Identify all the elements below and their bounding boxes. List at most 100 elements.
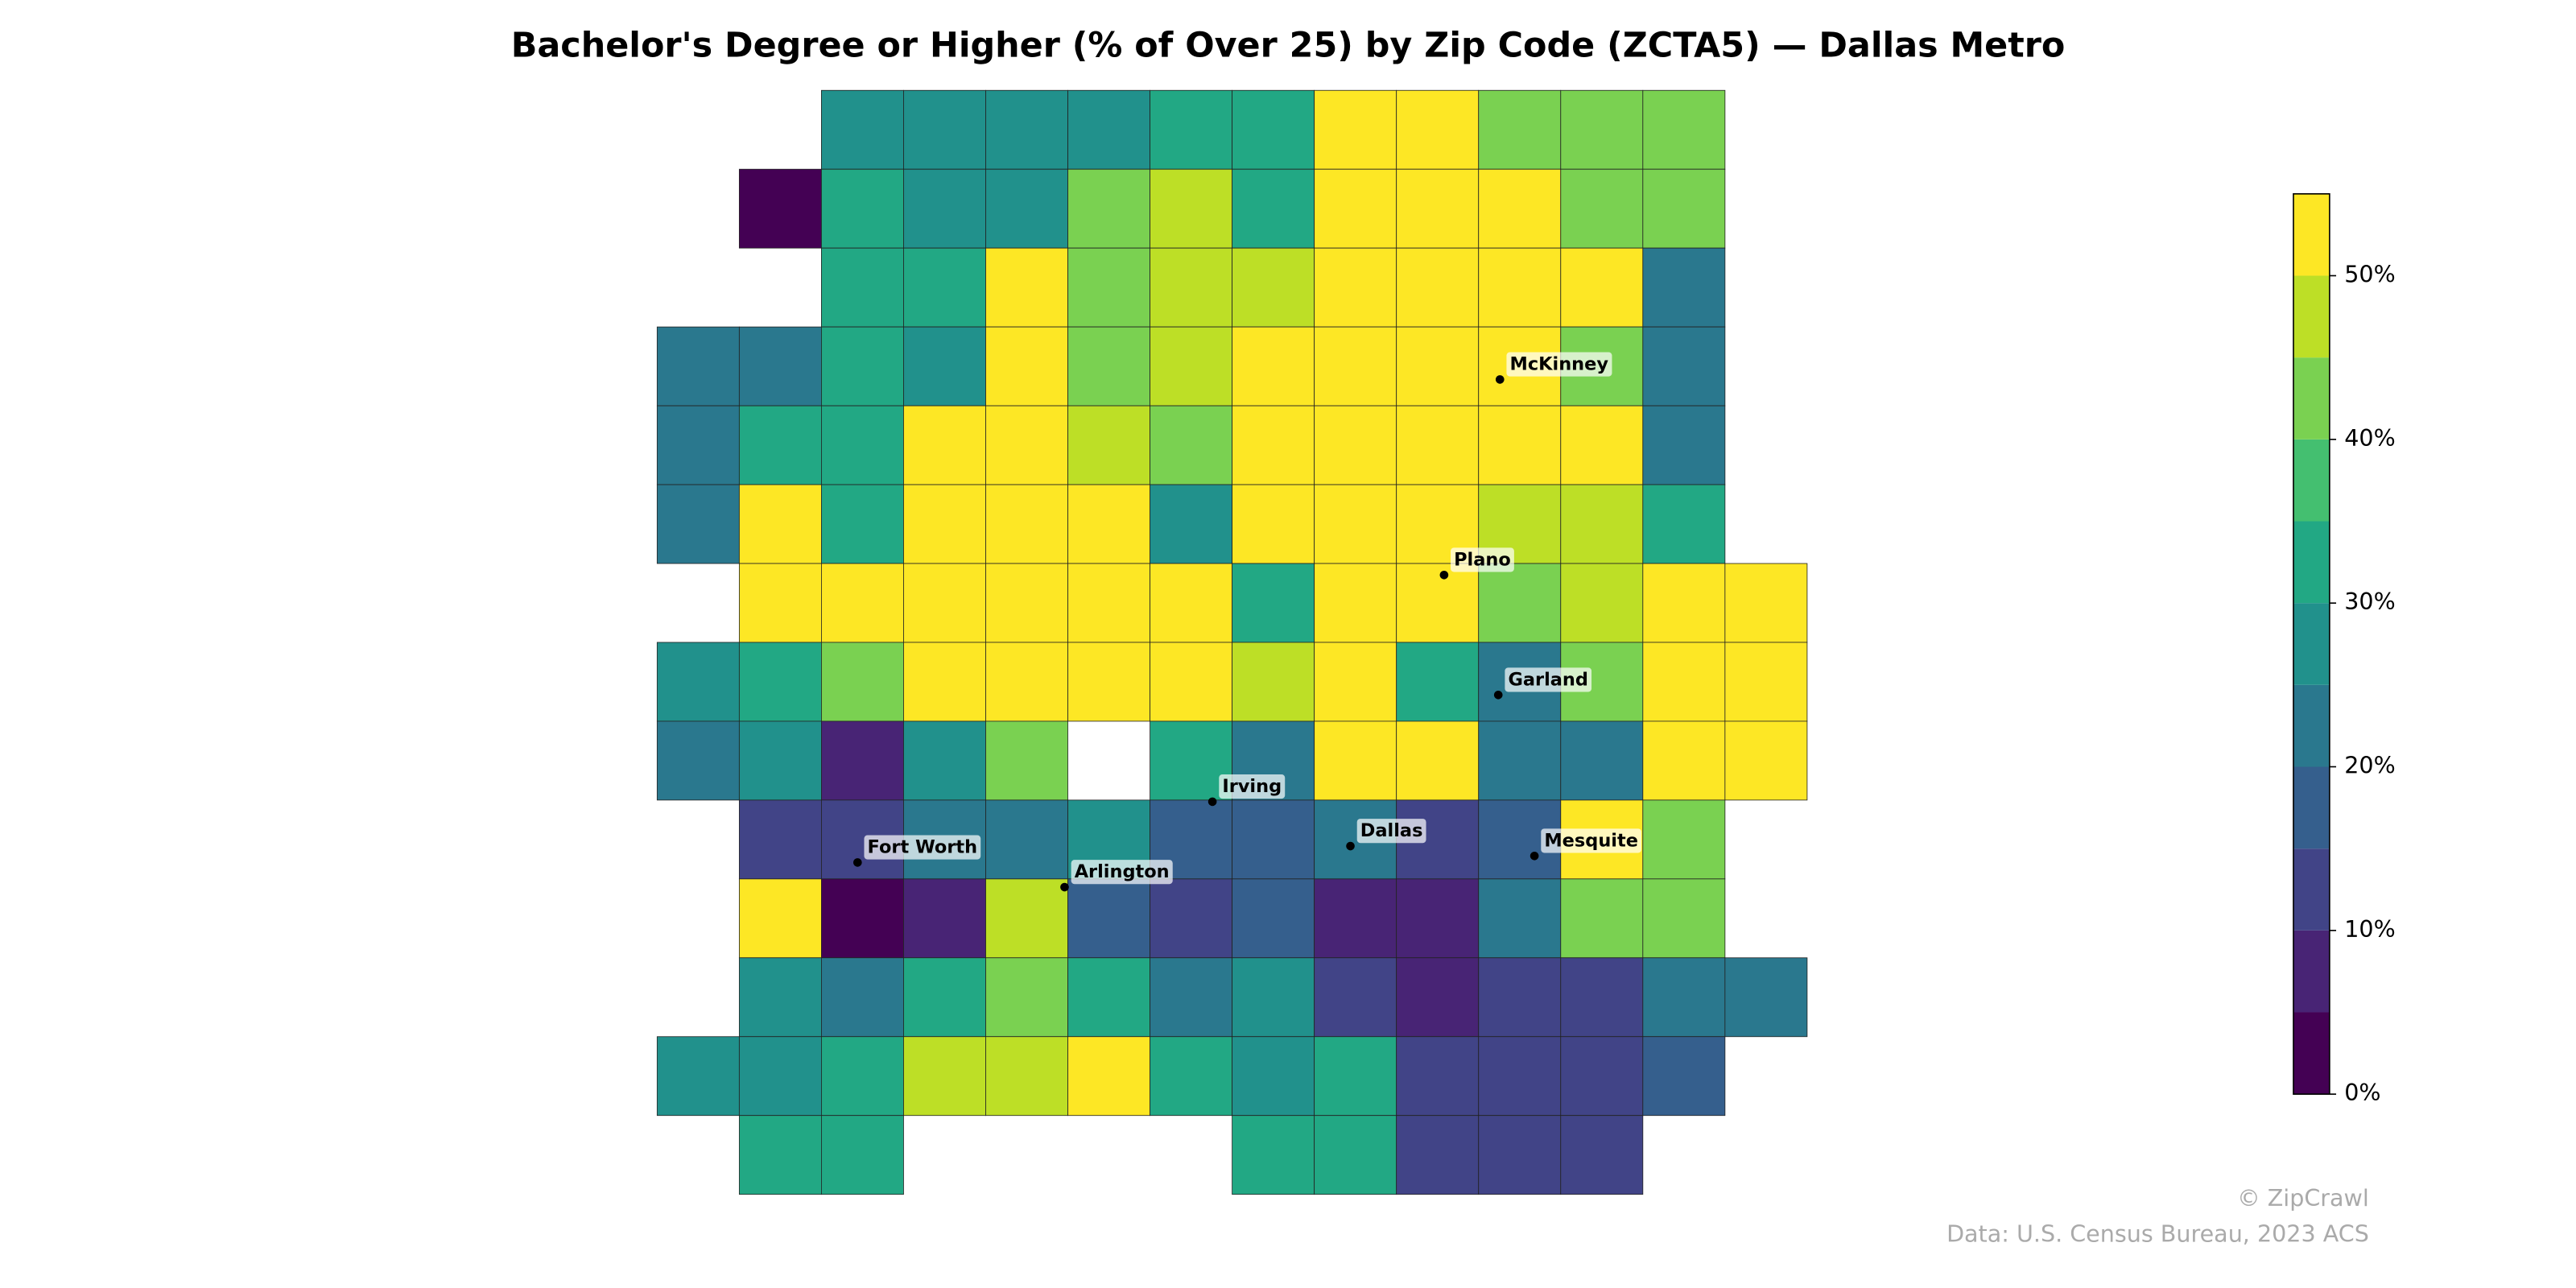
zip-region	[1232, 563, 1315, 643]
colorbar-swatch	[2293, 603, 2330, 685]
zip-region	[1314, 247, 1397, 328]
city-label: Garland	[1508, 669, 1588, 690]
zip-region	[1560, 1036, 1644, 1117]
zip-region	[1232, 878, 1315, 959]
zip-region	[903, 642, 986, 722]
zip-region	[1232, 484, 1315, 564]
zip-region	[985, 878, 1068, 959]
city-label-box	[1356, 819, 1426, 844]
zip-region	[903, 484, 986, 564]
colorbar-swatch	[2293, 848, 2330, 931]
zip-region	[821, 326, 904, 407]
zip-region	[1067, 484, 1150, 564]
zip-region	[985, 563, 1068, 643]
zip-region	[1478, 563, 1562, 643]
zip-region	[1642, 405, 1726, 485]
zip-region	[1478, 168, 1562, 249]
zip-region	[821, 563, 904, 643]
city-label: Plano	[1454, 549, 1511, 570]
zip-region	[1478, 1115, 1562, 1195]
zip-region	[1232, 957, 1315, 1038]
zip-region	[985, 799, 1068, 880]
zip-region	[903, 563, 986, 643]
zip-region	[1642, 720, 1726, 801]
zip-region	[985, 957, 1068, 1038]
zip-region	[821, 247, 904, 328]
zip-region	[1642, 326, 1726, 407]
city-label-box	[1451, 547, 1514, 572]
colorbar-frame	[2293, 193, 2330, 1095]
zip-region	[1642, 957, 1726, 1038]
city-dot	[1493, 690, 1503, 700]
zip-region	[1642, 168, 1726, 249]
zip-region	[1232, 247, 1315, 328]
zip-region	[1067, 957, 1150, 1038]
zip-region	[1560, 957, 1644, 1038]
zip-region	[1396, 1036, 1480, 1117]
zip-region	[1560, 484, 1644, 564]
zip-region	[1560, 878, 1644, 959]
colorbar-swatch	[2293, 439, 2330, 522]
zip-region	[985, 1036, 1068, 1117]
colorbar-swatch	[2293, 193, 2330, 276]
zip-region	[1642, 878, 1726, 959]
zip-region	[1150, 89, 1233, 170]
city-label-box	[1541, 828, 1642, 853]
zip-region	[821, 878, 904, 959]
zip-region	[738, 1036, 822, 1117]
zip-region	[1150, 405, 1233, 485]
city-dot	[1208, 797, 1217, 807]
colorbar-tick-label: 0%	[2344, 1079, 2380, 1106]
zip-region	[656, 642, 740, 722]
zip-region	[1396, 405, 1480, 485]
zip-region	[1314, 1115, 1397, 1195]
zip-region	[1314, 89, 1397, 170]
zip-region	[1067, 878, 1150, 959]
zip-region	[1724, 642, 1808, 722]
colorbar-swatch	[2293, 1012, 2330, 1095]
zip-region	[1314, 957, 1397, 1038]
zip-region	[1314, 484, 1397, 564]
zip-region	[1478, 405, 1562, 485]
city-label: Fort Worth	[868, 837, 978, 858]
city-label: McKinney	[1510, 354, 1609, 375]
zip-region	[1314, 1036, 1397, 1117]
zip-region	[903, 247, 986, 328]
colorbar-tick-label: 50%	[2344, 260, 2396, 287]
zip-region	[738, 326, 822, 407]
zip-region	[1396, 1115, 1480, 1195]
zip-region	[1396, 878, 1480, 959]
map-cells	[656, 89, 1808, 1195]
zip-region	[1150, 484, 1233, 564]
zip-region	[1067, 89, 1150, 170]
zip-region	[1067, 247, 1150, 328]
zip-region	[1560, 720, 1644, 801]
zip-region	[1232, 168, 1315, 249]
zip-region	[903, 326, 986, 407]
zip-region	[738, 799, 822, 880]
zip-region	[738, 642, 822, 722]
zip-region	[656, 1036, 740, 1117]
zip-region	[903, 957, 986, 1038]
zip-region	[656, 720, 740, 801]
zip-region	[1067, 326, 1150, 407]
zip-region	[738, 168, 822, 249]
zip-region	[985, 326, 1068, 407]
zip-region	[738, 563, 822, 643]
zip-region	[821, 1115, 904, 1195]
zip-region	[1232, 1115, 1315, 1195]
zip-region	[1314, 878, 1397, 959]
zip-region	[1642, 799, 1726, 880]
colorbar-tick-label: 40%	[2344, 424, 2396, 452]
zip-region	[903, 405, 986, 485]
zip-region	[1560, 247, 1644, 328]
city-label: Dallas	[1360, 820, 1423, 841]
colorbar-swatch	[2293, 357, 2330, 440]
city-label: Arlington	[1075, 861, 1170, 882]
zip-region	[1560, 1115, 1644, 1195]
zip-region	[1560, 89, 1644, 170]
zip-region	[821, 720, 904, 801]
colorbar-tick-label: 10%	[2344, 915, 2396, 943]
